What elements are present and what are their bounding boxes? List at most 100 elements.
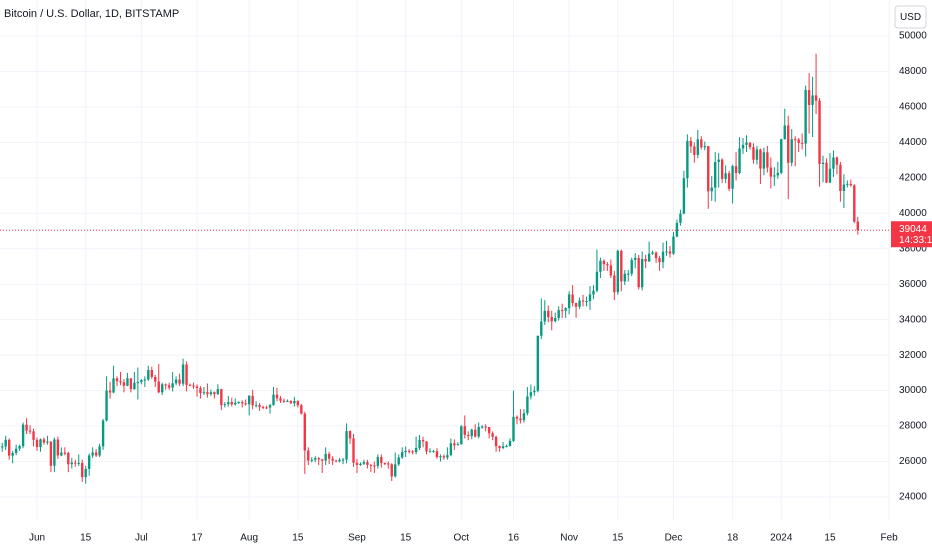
- candle-body: [547, 310, 550, 317]
- candle-body: [752, 147, 755, 160]
- x-tick-label: Oct: [454, 533, 470, 544]
- candle-body: [432, 451, 435, 453]
- candle-body: [18, 446, 21, 449]
- candle-body: [463, 426, 466, 435]
- candle-body: [11, 452, 14, 456]
- y-tick-label: 44000: [899, 137, 927, 148]
- y-tick-label: 50000: [899, 31, 927, 42]
- candle-body: [428, 451, 432, 453]
- x-tick-label: 15: [824, 533, 836, 544]
- candle-body: [686, 140, 689, 179]
- candle-body: [585, 301, 588, 303]
- candle-body: [783, 125, 786, 140]
- x-tick-label: 15: [80, 533, 92, 544]
- candle-body: [679, 213, 682, 223]
- candle-body: [835, 157, 839, 165]
- candle-body: [74, 462, 77, 464]
- candle-body: [672, 236, 675, 254]
- candle-body: [533, 390, 536, 393]
- currency-label[interactable]: USD: [900, 12, 921, 23]
- candle-body: [394, 464, 397, 477]
- candle-body: [216, 389, 220, 395]
- candle-body: [251, 395, 254, 406]
- candle-body: [185, 364, 188, 385]
- candle-body: [268, 405, 272, 408]
- candle-body: [592, 290, 595, 295]
- candle-body: [578, 300, 581, 307]
- candle-body: [800, 142, 804, 144]
- candle-body: [279, 398, 282, 401]
- candle-body: [303, 413, 307, 451]
- y-tick-label: 28000: [899, 421, 927, 432]
- candle-body: [143, 379, 147, 381]
- grid: [0, 0, 890, 520]
- candle-body: [703, 146, 706, 148]
- candle-body: [387, 463, 390, 465]
- candle-body: [247, 395, 251, 405]
- candle-body: [536, 335, 540, 391]
- candle-body: [623, 273, 626, 282]
- y-tick-label: 46000: [899, 102, 927, 113]
- x-tick-label: Aug: [240, 533, 258, 544]
- candle-body: [696, 139, 700, 155]
- candle-body: [707, 146, 710, 192]
- candle-body: [35, 439, 39, 447]
- y-tick-label: 24000: [899, 492, 927, 503]
- candle-body: [755, 149, 759, 160]
- candle-body: [310, 459, 313, 461]
- x-tick-label: 15: [400, 533, 412, 544]
- candle-body: [602, 260, 606, 265]
- candle-body: [634, 257, 637, 260]
- candle-body: [505, 446, 508, 448]
- candle-body: [442, 456, 446, 458]
- candle-body: [456, 444, 460, 446]
- candle-body: [515, 416, 519, 419]
- candle-body: [727, 173, 731, 189]
- candle-body: [174, 379, 178, 384]
- countdown-label: 14:33:11: [899, 235, 932, 246]
- candle-body: [797, 139, 800, 143]
- candle-body: [627, 273, 630, 275]
- candle-body: [554, 318, 557, 322]
- candle-body: [620, 250, 623, 282]
- candle-body: [348, 430, 352, 439]
- candle-body: [157, 381, 160, 393]
- candle-body: [324, 453, 327, 461]
- candle-body: [101, 420, 105, 447]
- currency-button[interactable]: [894, 5, 927, 29]
- candle-body: [658, 258, 661, 263]
- x-tick-label: 17: [191, 533, 203, 544]
- candle-body: [241, 402, 244, 404]
- candle-body: [213, 392, 216, 395]
- candle-body: [164, 384, 167, 386]
- x-tick-label: Dec: [665, 533, 683, 544]
- candle-body: [91, 452, 94, 456]
- candle-body: [293, 401, 296, 404]
- candle-body: [327, 453, 331, 459]
- candle-body: [70, 462, 73, 465]
- candle-body: [818, 100, 821, 164]
- candle-body: [133, 382, 136, 390]
- candle-body: [366, 462, 369, 465]
- candle-body: [484, 426, 487, 428]
- candle-body: [425, 441, 428, 452]
- candle-body: [713, 162, 717, 188]
- candle-body: [588, 294, 592, 302]
- candle-body: [188, 384, 192, 386]
- y-tick-label: 38000: [899, 243, 927, 254]
- candle-body: [331, 458, 334, 461]
- candle-body: [28, 430, 32, 432]
- candle-body: [265, 407, 268, 409]
- candle-body: [421, 440, 425, 442]
- y-tick-label: 26000: [899, 456, 927, 467]
- candle-body: [7, 439, 11, 456]
- candle-body: [81, 462, 84, 478]
- candle-body: [853, 185, 856, 222]
- candle-body: [501, 446, 505, 449]
- y-tick-label: 40000: [899, 208, 927, 219]
- candle-body: [414, 448, 418, 453]
- candle-body: [25, 424, 28, 431]
- candle-body: [846, 183, 849, 185]
- candle-body: [512, 416, 515, 441]
- candle-body: [98, 446, 101, 456]
